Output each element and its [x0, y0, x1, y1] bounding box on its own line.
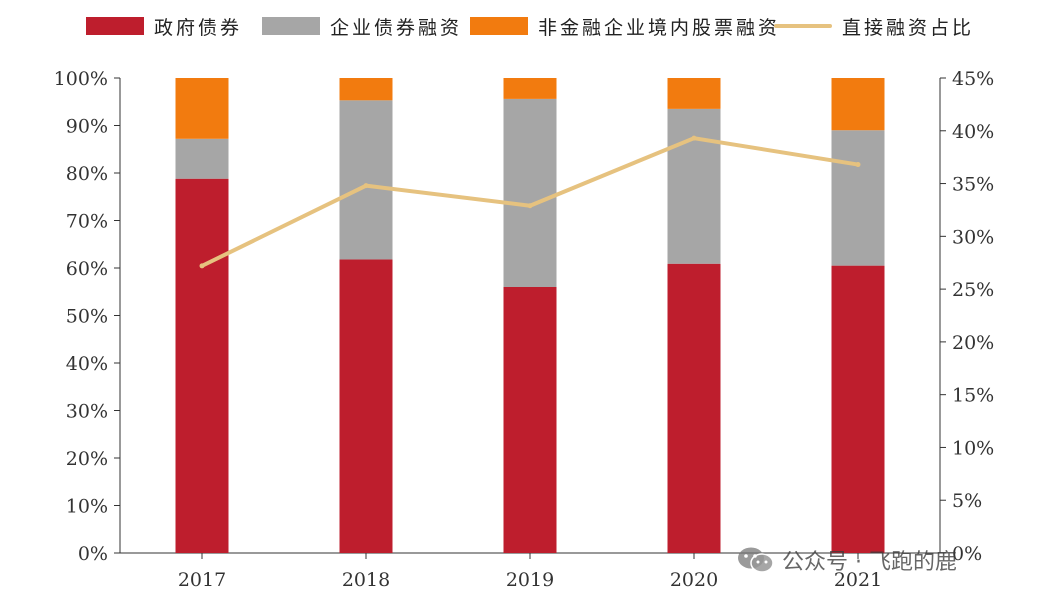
right-y-tick-label: 45% — [952, 68, 994, 90]
right-y-tick-label: 40% — [952, 121, 994, 143]
left-y-tick-label: 30% — [66, 401, 108, 423]
line-point — [855, 162, 861, 168]
bar-segment — [175, 138, 229, 179]
bar-segment — [175, 178, 229, 553]
bar-segment — [175, 78, 229, 139]
right-y-tick-label: 35% — [952, 174, 994, 196]
left-y-tick-label: 40% — [66, 353, 108, 375]
x-tick-label: 2019 — [506, 569, 554, 591]
legend-line-swatch — [774, 24, 832, 28]
legend-item-direct-financing-ratio: 直接融资占比 — [774, 12, 974, 40]
wechat-icon — [738, 547, 774, 573]
bar-segment — [831, 130, 885, 266]
legend-label: 政府债券 — [154, 16, 243, 39]
bar-segment — [831, 78, 885, 131]
bar-segment — [667, 78, 721, 109]
bar-segment — [831, 265, 885, 553]
left-y-tick-label: 0% — [78, 543, 108, 565]
x-tick-label: 2020 — [670, 569, 718, 591]
legend-item-corporate-bonds: 企业债券融资 — [262, 12, 462, 40]
bar-segment — [339, 78, 393, 101]
legend: 政府债券 企业债券融资 非金融企业境内股票融资 直接融资占比 — [0, 12, 1048, 40]
bar-segment — [503, 287, 557, 553]
watermark: 公众号 · 飞跑的鹿 — [736, 543, 957, 577]
bar-segment — [667, 108, 721, 264]
left-y-tick-label: 80% — [66, 163, 108, 185]
watermark-text: 公众号 · 飞跑的鹿 — [782, 550, 957, 575]
right-y-tick-label: 0% — [952, 543, 982, 565]
left-y-tick-label: 70% — [66, 211, 108, 233]
legend-label: 非金融企业境内股票融资 — [538, 16, 781, 39]
right-y-tick-label: 20% — [952, 332, 994, 354]
legend-swatch — [86, 17, 144, 35]
left-y-tick-label: 50% — [66, 306, 108, 328]
left-y-tick-label: 60% — [66, 258, 108, 280]
x-tick-label: 2021 — [834, 569, 882, 591]
right-y-tick-label: 30% — [952, 226, 994, 248]
x-tick-label: 2017 — [178, 569, 226, 591]
legend-item-equity-financing: 非金融企业境内股票融资 — [470, 12, 780, 40]
left-y-tick-label: 100% — [54, 68, 108, 90]
x-tick-label: 2018 — [342, 569, 390, 591]
bar-segment — [503, 78, 557, 99]
line-point — [527, 203, 533, 209]
right-y-tick-label: 5% — [952, 490, 982, 512]
right-y-tick-label: 10% — [952, 437, 994, 459]
line-point — [363, 183, 369, 189]
legend-swatch — [470, 17, 528, 35]
left-y-tick-label: 20% — [66, 448, 108, 470]
bar-segment — [339, 259, 393, 553]
bar-segment — [503, 98, 557, 288]
line-point — [691, 135, 697, 141]
legend-item-government-bonds: 政府债券 — [86, 12, 242, 40]
bar-segment — [339, 100, 393, 260]
bar-segment — [667, 263, 721, 553]
left-y-tick-label: 90% — [66, 116, 108, 138]
legend-label: 直接融资占比 — [842, 16, 975, 39]
line-point — [199, 263, 205, 269]
legend-swatch — [262, 17, 320, 35]
right-y-tick-label: 15% — [952, 385, 994, 407]
legend-label: 企业债券融资 — [330, 16, 463, 39]
left-y-tick-label: 10% — [66, 496, 108, 518]
right-y-tick-label: 25% — [952, 279, 994, 301]
